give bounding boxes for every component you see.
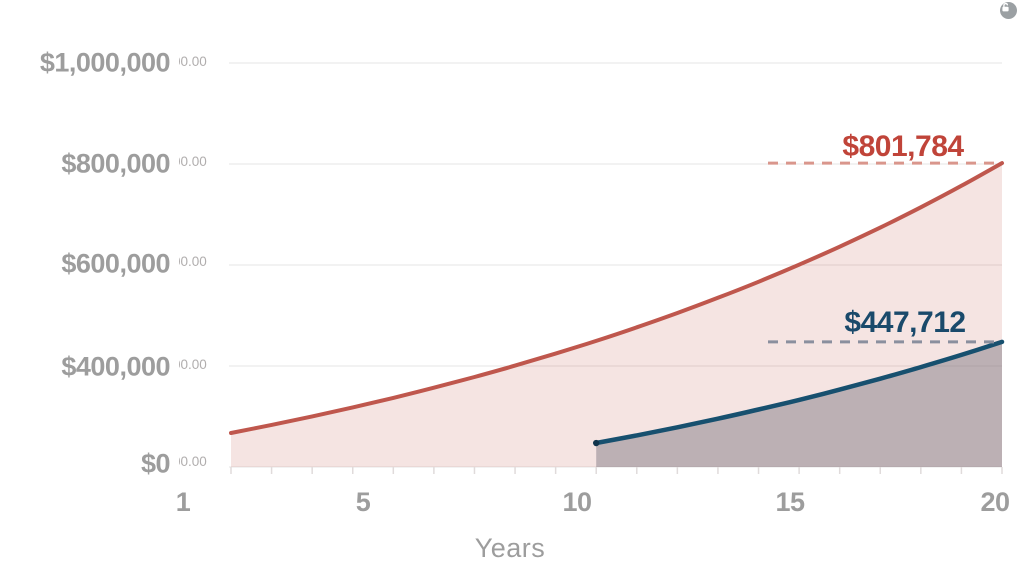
x-axis-title: Years xyxy=(474,533,546,563)
blue-series-line xyxy=(593,339,1005,446)
unlock-icon[interactable] xyxy=(1000,2,1017,19)
y-tick-label-800000: $800,000 xyxy=(61,148,170,179)
x-tick-label-5: 5 xyxy=(355,487,371,517)
y-tick-label-600000: $600,000 xyxy=(61,248,170,279)
y-tick-label-400000: $400,000 xyxy=(61,351,170,382)
y-tick-label-1000000: $1,000,000 xyxy=(39,47,171,78)
y-tick-label-0: $0 xyxy=(140,448,171,479)
x-axis-ticks xyxy=(230,467,1003,474)
gridlines xyxy=(229,62,1002,468)
axis-fragment: 00.00 xyxy=(179,154,207,169)
unlock-glyph xyxy=(1002,2,1009,12)
red-final-value-label: $801,784 xyxy=(842,130,964,163)
x-tick-label-20: 20 xyxy=(980,487,1010,517)
axis-fragment: 00.00 xyxy=(179,357,207,372)
red-series-line xyxy=(229,161,1004,435)
axis-fragment: 00.00 xyxy=(179,454,207,469)
x-tick-label-10: 10 xyxy=(562,487,592,517)
blue-series-start-marker xyxy=(593,439,600,447)
axis-fragment: 00.00 xyxy=(179,254,207,269)
axis-fragment: 00.00 xyxy=(179,54,207,69)
x-tick-label-15: 15 xyxy=(775,487,805,517)
x-tick-label-1: 1 xyxy=(175,487,191,517)
blue-final-value-label: $447,712 xyxy=(844,306,966,339)
